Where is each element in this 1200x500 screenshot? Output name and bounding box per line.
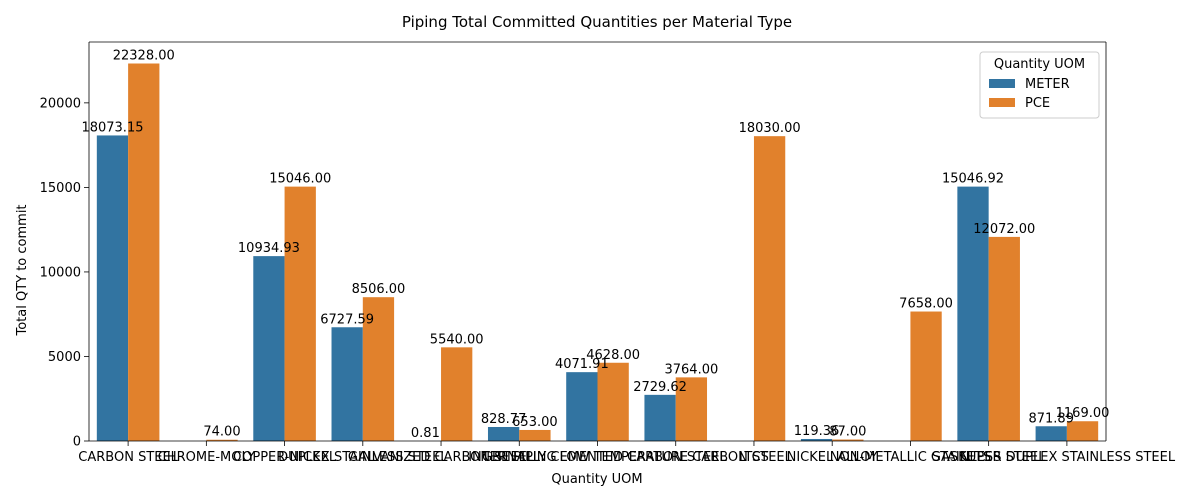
chart-title: Piping Total Committed Quantities per Ma… [402,13,792,31]
bar-labels-group: 18073.15 10934.93 6727.59 0.81 828.77 4071.91… [81,49,1109,441]
data-label-pce-8: 18030.00 [739,121,801,136]
x-tick-label-4: GALVANIZED CARBON STEEL [348,450,535,465]
bar-meter-2 [253,256,285,441]
bar-pce-9 [832,439,864,441]
bar-meter-7 [644,394,676,441]
y-tick-label-3: 15000 [40,181,81,196]
data-label-meter-3: 6727.59 [320,312,374,327]
y-tick-label-4: 20000 [40,96,81,111]
bar-pce-6 [597,362,629,441]
bar-meter-12 [1035,426,1067,441]
x-tick-label-9: NICKEL ALLOY [787,450,878,465]
bar-pce-1 [206,439,238,441]
data-label-pce-9: 87.00 [829,425,866,440]
data-label-meter-5: 828.77 [481,412,527,427]
data-label-pce-7: 3764.00 [664,362,718,377]
x-tick-label-1: CHROME-MOLY [158,450,255,465]
data-label-pce-11: 12072.00 [973,222,1035,237]
legend-entry-meter: METER [1025,77,1070,92]
x-tick-label-2: COPPER-NICKEL [233,450,337,465]
bar-pce-11 [988,236,1020,441]
bar-pce-10 [910,311,942,441]
bar-pce-8 [753,136,786,441]
legend-swatch-pce [989,98,1015,107]
legend: Quantity UOM METER PCE [979,51,1100,119]
data-label-pce-0: 22328.00 [113,49,175,64]
bar-meter-11 [957,186,989,441]
x-tick-label-8: LTCS [739,450,769,465]
x-axis: CARBON STEELCHROME-MOLYCOPPER-NICKELDUPL… [78,41,1176,465]
bars-group [96,63,1099,442]
data-label-meter-4: 0.81 [411,426,440,441]
x-tick-label-5: GRE PIPING [482,450,557,465]
legend-title: Quantity UOM [994,57,1085,72]
x-tick-label-10: NON-METALLIC GASKETS [830,450,991,465]
x-axis-label: Quantity UOM [551,472,642,487]
data-label-pce-1: 74.00 [203,425,240,440]
data-label-pce-2: 15046.00 [269,172,331,187]
x-tick-label-12: SUPER DUPLEX STAINLESS STEEL [959,450,1176,465]
bar-pce-12 [1066,421,1099,441]
bar-pce-7 [675,377,708,441]
x-tick-label-7: LOW TEMPERATURE CARBON STEEL [560,450,793,465]
legend-swatch-meter [989,79,1015,88]
data-label-meter-0: 18073.15 [81,120,143,135]
data-label-meter-2: 10934.93 [238,241,300,256]
bar-meter-3 [331,327,363,441]
data-label-pce-12: 1169.00 [1056,406,1110,421]
bar-meter-0 [96,135,129,442]
data-label-meter-9: 119.36 [794,424,840,439]
data-label-meter-7: 2729.62 [633,380,687,395]
bar-pce-5 [519,429,551,441]
bar-pce-0 [128,63,160,441]
data-label-pce-10: 7658.00 [899,297,953,312]
legend-entry-pce: PCE [1025,96,1050,111]
bar-pce-4 [441,347,473,441]
data-label-meter-12: 871.89 [1028,411,1074,426]
y-axis: 0 5000 10000 15000 20000 [40,42,1107,450]
bar-meter-6 [566,372,598,441]
bar-meter-9 [800,438,833,441]
y-tick-label-0: 0 [73,435,81,450]
bar-pce-2 [284,186,316,441]
data-label-pce-6: 4628.00 [586,348,640,363]
data-label-meter-6: 4071.91 [555,357,609,372]
y-tick-label-1: 5000 [48,350,81,365]
data-label-pce-4: 5540.00 [430,332,484,347]
x-tick-label-11: STAINLESS STEEL [932,450,1046,465]
x-tick-label-3: DUPLEX STAINLESS STEEL [278,450,448,465]
data-label-pce-3: 8506.00 [352,282,406,297]
bar-meter-5 [487,426,520,441]
data-label-pce-5: 653.00 [512,415,558,430]
x-tick-label-0: CARBON STEEL [78,450,178,465]
bar-pce-3 [362,297,395,441]
x-tick-label-6: INTERNALLY CEMENTED CARBON STEEL [468,450,727,465]
data-label-meter-11: 15046.92 [942,172,1004,187]
y-tick-label-2: 10000 [40,265,81,280]
y-axis-label: Total QTY to commit [15,204,30,336]
